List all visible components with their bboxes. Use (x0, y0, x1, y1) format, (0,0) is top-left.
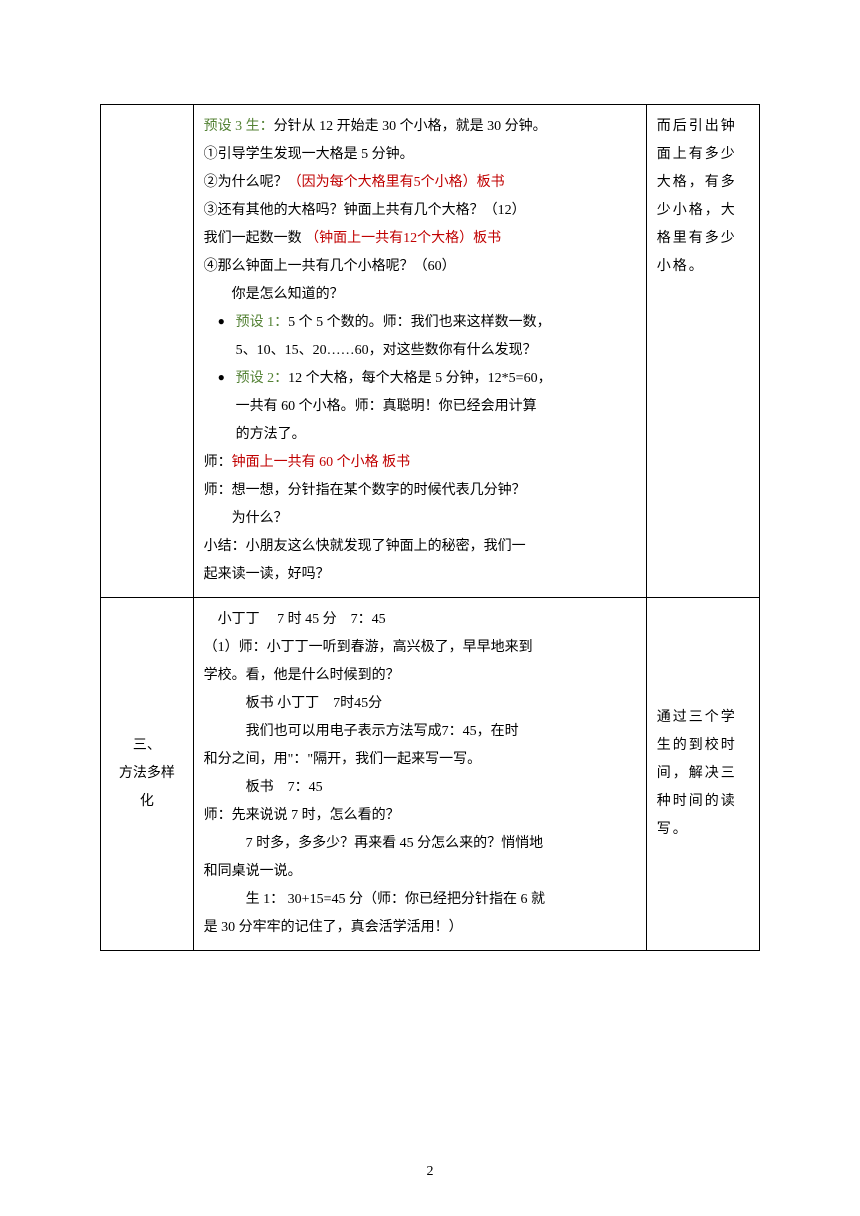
content-line: 的方法了。 (236, 421, 636, 449)
content-line: 5、10、15、20……60，对这些数你有什么发现？ (236, 337, 636, 365)
section-label: 方法多样 (111, 760, 183, 788)
content-line: 预设 1：5 个 5 个数的。师：我们也来这样数一数， (236, 309, 636, 337)
content-text: 师： (204, 455, 232, 470)
content-line: ①引导学生发现一大格是 5 分钟。 (204, 141, 636, 169)
content-line: 7 时多，多多少？再来看 45 分怎么来的？悄悄地 (204, 830, 636, 858)
content-line: 是 30 分牢牢的记住了，真会活学活用！） (204, 914, 636, 942)
bullet-item: ● 预设 2：12 个大格，每个大格是 5 分钟，12*5=60， 一共有 60… (204, 365, 636, 449)
page-number: 2 (0, 1164, 860, 1180)
content-line: 板书 小丁丁 7时45分 (204, 690, 636, 718)
section-cell: 三、 方法多样 化 (101, 598, 194, 951)
content-line: 师：先来说说 7 时，怎么看的？ (204, 802, 636, 830)
content-line: 和分之间，用"："隔开，我们一起来写一写。 (204, 746, 636, 774)
table-row: 预设 3 生：分针从 12 开始走 30 个小格，就是 30 分钟。 ①引导学生… (101, 105, 760, 598)
content-line: 预设 2：12 个大格，每个大格是 5 分钟，12*5=60， (236, 365, 636, 393)
note-cell: 而后引出钟面上有多少大格，有多少小格，大格里有多少小格。 (646, 105, 759, 598)
bullet-icon: ● (218, 309, 236, 365)
preset-label: 预设 2： (236, 371, 289, 386)
content-line: 预设 3 生：分针从 12 开始走 30 个小格，就是 30 分钟。 (204, 113, 636, 141)
content-line: 为什么？ (204, 505, 636, 533)
table-row: 三、 方法多样 化 小丁丁 7 时 45 分 7：45 （1）师：小丁丁一听到春… (101, 598, 760, 951)
content-line: ④那么钟面上一共有几个小格呢？（60） (204, 253, 636, 281)
note-cell: 通过三个学生的到校时间，解决三种时间的读写。 (646, 598, 759, 951)
content-line: 小丁丁 7 时 45 分 7：45 (204, 606, 636, 634)
main-content-cell: 小丁丁 7 时 45 分 7：45 （1）师：小丁丁一听到春游，高兴极了，早早地… (193, 598, 646, 951)
section-label: 三、 (111, 732, 183, 760)
content-line: 学校。看，他是什么时候到的？ (204, 662, 636, 690)
section-label: 化 (111, 788, 183, 816)
highlight-text: 钟面上一共有 60 个小格 板书 (232, 455, 411, 470)
content-line: ③还有其他的大格吗？钟面上共有几个大格？（12） (204, 197, 636, 225)
content-line: 你是怎么知道的？ (204, 281, 636, 309)
content-line: （1）师：小丁丁一听到春游，高兴极了，早早地来到 (204, 634, 636, 662)
content-line: 小结：小朋友这么快就发现了钟面上的秘密，我们一 (204, 533, 636, 561)
content-text: 12 个大格，每个大格是 5 分钟，12*5=60， (288, 371, 551, 386)
bullet-icon: ● (218, 365, 236, 449)
content-line: ②为什么呢？（因为每个大格里有5个小格）板书 (204, 169, 636, 197)
content-line: 我们一起数一数 （钟面上一共有12个大格）板书 (204, 225, 636, 253)
section-cell (101, 105, 194, 598)
content-line: 和同桌说一说。 (204, 858, 636, 886)
content-line: 生 1： 30+15=45 分（师：你已经把分针指在 6 就 (204, 886, 636, 914)
content-text: 我们一起数一数 (204, 231, 306, 246)
content-text: 5 个 5 个数的。师：我们也来这样数一数， (288, 315, 551, 330)
content-text: 分针从 12 开始走 30 个小格，就是 30 分钟。 (274, 119, 547, 134)
bullet-content: 预设 1：5 个 5 个数的。师：我们也来这样数一数， 5、10、15、20……… (236, 309, 636, 365)
bullet-content: 预设 2：12 个大格，每个大格是 5 分钟，12*5=60， 一共有 60 个… (236, 365, 636, 449)
preset-label: 预设 3 生： (204, 119, 274, 134)
lesson-plan-table: 预设 3 生：分针从 12 开始走 30 个小格，就是 30 分钟。 ①引导学生… (100, 104, 760, 951)
preset-label: 预设 1： (236, 315, 289, 330)
page-container: 预设 3 生：分针从 12 开始走 30 个小格，就是 30 分钟。 ①引导学生… (0, 0, 860, 991)
highlight-text: （钟面上一共有12个大格）板书 (305, 231, 501, 246)
content-text: ②为什么呢？ (204, 175, 288, 190)
content-line: 板书 7：45 (204, 774, 636, 802)
highlight-text: （因为每个大格里有5个小格）板书 (288, 175, 505, 190)
bullet-item: ● 预设 1：5 个 5 个数的。师：我们也来这样数一数， 5、10、15、20… (204, 309, 636, 365)
content-line: 师：想一想，分针指在某个数字的时候代表几分钟？ (204, 477, 636, 505)
content-line: 一共有 60 个小格。师：真聪明！你已经会用计算 (236, 393, 636, 421)
content-line: 起来读一读，好吗？ (204, 561, 636, 589)
content-line: 师：钟面上一共有 60 个小格 板书 (204, 449, 636, 477)
main-content-cell: 预设 3 生：分针从 12 开始走 30 个小格，就是 30 分钟。 ①引导学生… (193, 105, 646, 598)
content-line: 我们也可以用电子表示方法写成7：45，在时 (204, 718, 636, 746)
